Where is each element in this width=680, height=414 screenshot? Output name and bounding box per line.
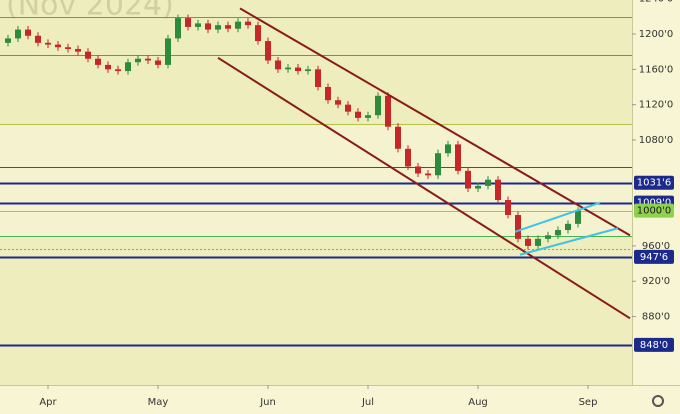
candle-body (185, 18, 191, 27)
price-badge-label: 1000'0 (637, 206, 672, 217)
candle-body (85, 51, 91, 59)
candle-body (485, 179, 491, 186)
candle-body (325, 86, 331, 101)
candle-body (545, 235, 551, 239)
candle-body (225, 25, 231, 29)
candle-body (285, 67, 291, 70)
y-tick-label: 1080'0 (639, 135, 674, 146)
candle-body (355, 111, 361, 118)
price-badge (634, 249, 674, 264)
candle-body (525, 238, 531, 246)
y-tick-label: 1200'0 (639, 29, 674, 40)
candle-body (435, 153, 441, 176)
candle-body (455, 144, 461, 171)
candle-body (395, 126, 401, 149)
x-tick-label: May (148, 397, 169, 408)
candle-body (35, 35, 41, 43)
candle-body (305, 69, 311, 72)
candle-body (405, 148, 411, 167)
candle-body (365, 115, 371, 118)
candle-body (255, 25, 261, 42)
x-tick-label: Apr (39, 397, 57, 408)
candle-body (265, 41, 271, 61)
candle-body (115, 69, 121, 72)
price-badge (634, 337, 674, 352)
candle-body (135, 58, 141, 63)
price-badge-label: 1009'0 (637, 198, 672, 209)
price-badge-label: 848'0 (640, 340, 668, 351)
candle-body (575, 210, 581, 224)
y-tick-label: 1120'0 (639, 100, 674, 111)
candle-body (55, 44, 61, 48)
candle-body (295, 67, 301, 72)
candle-body (175, 18, 181, 39)
candle-body (565, 223, 571, 231)
candle-body (25, 29, 31, 36)
y-tick-label: 1240'0 (639, 0, 674, 5)
candle-body (495, 179, 501, 201)
y-tick-label: 920'0 (642, 276, 670, 287)
trendline (519, 227, 619, 256)
plot-band (0, 124, 632, 236)
candle-body (155, 60, 161, 65)
trendline (239, 7, 631, 237)
price-badge-label: 947'6 (640, 252, 668, 263)
candle-body (75, 49, 81, 52)
candle-body (45, 42, 51, 45)
candle-body (445, 144, 451, 154)
price-badge (634, 175, 674, 190)
candle-body (125, 62, 131, 72)
candle-body (145, 58, 151, 61)
candle-body (275, 60, 281, 70)
candle-body (205, 23, 211, 30)
price-badge-label: 1031'6 (637, 178, 672, 189)
x-tick-label: Aug (468, 397, 488, 408)
candle-body (335, 100, 341, 105)
settings-icon[interactable] (652, 395, 664, 407)
candle-body (515, 215, 521, 239)
candle-body (555, 230, 561, 236)
candle-body (15, 29, 21, 39)
price-badge (634, 203, 674, 218)
candle-body (235, 21, 241, 29)
x-tick-label: Jul (361, 397, 374, 408)
watermark: (Nov 2024) (6, 0, 174, 23)
candle-body (425, 173, 431, 176)
x-tick-label: Jun (259, 397, 276, 408)
candle-body (95, 58, 101, 65)
trendline (217, 56, 631, 320)
candle-body (5, 38, 11, 43)
y-tick-label: 960'0 (642, 241, 670, 252)
candle-body (375, 95, 381, 116)
candle-body (315, 69, 321, 87)
y-tick-label: 880'0 (642, 312, 670, 323)
candle-body (345, 104, 351, 112)
candle-body (245, 21, 251, 26)
candle-body (385, 95, 391, 127)
candle-body (195, 23, 201, 27)
x-tick-label: Sep (579, 397, 598, 408)
candle-body (105, 64, 111, 70)
gear[interactable] (652, 395, 664, 407)
candle-body (165, 38, 171, 65)
candle-body (215, 25, 221, 30)
y-tick-label: 1160'0 (639, 64, 674, 75)
trendline (514, 201, 601, 233)
candle-body (505, 200, 511, 216)
candle-body (535, 238, 541, 246)
candle-body (415, 166, 421, 174)
candle-body (475, 185, 481, 189)
candle-body (465, 170, 471, 189)
candle-body (65, 47, 71, 50)
